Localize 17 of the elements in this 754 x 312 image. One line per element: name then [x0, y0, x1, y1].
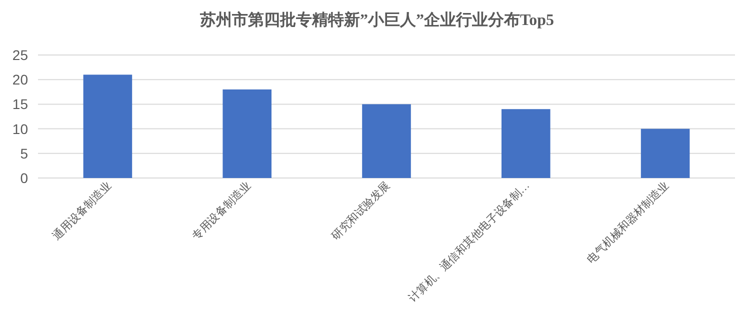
bar	[362, 104, 411, 178]
x-tick-label: 研究和试验发展	[328, 178, 393, 243]
y-tick-label: 0	[20, 170, 28, 186]
y-tick-label: 15	[12, 96, 28, 112]
x-tick-label: 计算机、通信和其他电子设备制…	[406, 178, 532, 305]
bar	[502, 109, 550, 178]
x-tick-label: 通用设备制造业	[50, 178, 114, 243]
x-tick-label: 专用设备制造业	[190, 178, 254, 243]
y-tick-label: 25	[12, 47, 28, 63]
x-tick-label: 电气机械和器材制造业	[584, 178, 672, 266]
bar	[640, 128, 690, 178]
bar	[222, 89, 272, 178]
y-tick-label: 10	[12, 120, 28, 137]
y-tick-label: 5	[20, 145, 28, 162]
y-tick-label: 20	[12, 72, 28, 88]
bar	[83, 74, 132, 178]
chart-title: 苏州市第四批专精特新”小巨人”企业行业分布Top5	[198, 11, 554, 29]
